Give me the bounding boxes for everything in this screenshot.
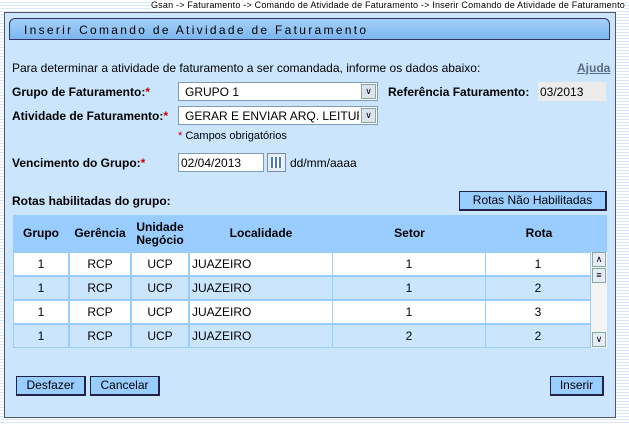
table-cell: JUAZEIRO (190, 253, 332, 275)
table-cell: 1 (333, 301, 485, 323)
col-grupo: Grupo (23, 226, 59, 240)
table-cell: 1 (14, 301, 68, 323)
table-cell: RCP (70, 325, 130, 347)
table-cell: 1 (333, 277, 485, 299)
col-localidade: Localidade (229, 226, 293, 240)
grupo-select[interactable]: GRUPO 1 ∨ (178, 82, 378, 101)
table-cell: JUAZEIRO (190, 277, 332, 299)
table-cell: 2 (486, 325, 590, 347)
table-cell: UCP (132, 253, 188, 275)
title-bar: Inserir Comando de Atividade de Faturame… (9, 18, 610, 40)
table-cell: 1 (333, 253, 485, 275)
table-row[interactable]: 1 RCP UCP JUAZEIRO 2 2 (13, 325, 590, 347)
chevron-down-icon: ∨ (361, 84, 376, 99)
help-link[interactable]: Ajuda (577, 61, 611, 75)
table-cell: 1 (14, 325, 68, 347)
col-unidade: Unidade Negócio (136, 219, 184, 247)
table-cell: RCP (70, 253, 130, 275)
table-cell: JUAZEIRO (190, 325, 332, 347)
scrollbar[interactable]: ∧ ≡ ∨ (591, 252, 607, 348)
vencimento-label: Vencimento do Grupo: (12, 156, 141, 170)
table-cell: 1 (486, 253, 590, 275)
table-cell: RCP (70, 277, 130, 299)
col-setor: Setor (394, 226, 425, 240)
table-header: Grupo Gerência Unidade Negócio Localidad… (13, 215, 607, 252)
instruction-text: Para determinar a atividade de faturamen… (12, 61, 481, 75)
table-cell: JUAZEIRO (190, 301, 332, 323)
table-cell: UCP (132, 325, 188, 347)
table-cell: UCP (132, 277, 188, 299)
referencia-label: Referência Faturamento: (388, 85, 530, 99)
rotas-table: 1 RCP UCP JUAZEIRO 1 1 1 RCP UCP JUAZEIRO 1 2 1 RCP UC… (13, 252, 607, 348)
chevron-down-icon: ∨ (361, 108, 376, 123)
table-cell: UCP (132, 301, 188, 323)
vencimento-input[interactable]: 02/04/2013 (178, 153, 264, 172)
atividade-select[interactable]: GERAR E ENVIAR ARQ. LEITURA ∨ (178, 106, 378, 125)
table-row[interactable]: 1 RCP UCP JUAZEIRO 1 1 (13, 253, 590, 275)
grupo-label: Grupo de Faturamento: (12, 85, 146, 99)
table-row[interactable]: 1 RCP UCP JUAZEIRO 1 2 (13, 277, 590, 299)
scroll-thumb[interactable]: ≡ (592, 268, 606, 283)
table-cell: 2 (333, 325, 485, 347)
referencia-value: 03/2013 (538, 82, 606, 101)
page-title: Inserir Comando de Atividade de Faturame… (24, 23, 369, 37)
cancelar-button[interactable]: Cancelar (90, 376, 160, 396)
calendar-icon[interactable] (267, 153, 286, 172)
table-cell: RCP (70, 301, 130, 323)
col-gerencia: Gerência (74, 226, 126, 240)
table-cell: 3 (486, 301, 590, 323)
table-row[interactable]: 1 RCP UCP JUAZEIRO 1 3 (13, 301, 590, 323)
required-note: Campos obrigatórios (185, 130, 287, 142)
scroll-down-icon[interactable]: ∨ (592, 332, 606, 347)
table-cell: 2 (486, 277, 590, 299)
table-cell: 1 (14, 277, 68, 299)
inserir-button[interactable]: Inserir (550, 376, 604, 396)
table-cell: 1 (14, 253, 68, 275)
desfazer-button[interactable]: Desfazer (16, 376, 86, 396)
atividade-label: Atividade de Faturamento: (12, 109, 164, 123)
col-rota: Rota (525, 226, 553, 240)
scroll-up-icon[interactable]: ∧ (592, 252, 606, 267)
rotas-label: Rotas habilitadas do grupo: (12, 194, 171, 208)
date-format-hint: dd/mm/aaaa (290, 156, 357, 170)
breadcrumb: Gsan -> Faturamento -> Comando de Ativid… (150, 0, 625, 10)
rotas-nao-habilitadas-button[interactable]: Rotas Não Habilitadas (459, 191, 607, 211)
